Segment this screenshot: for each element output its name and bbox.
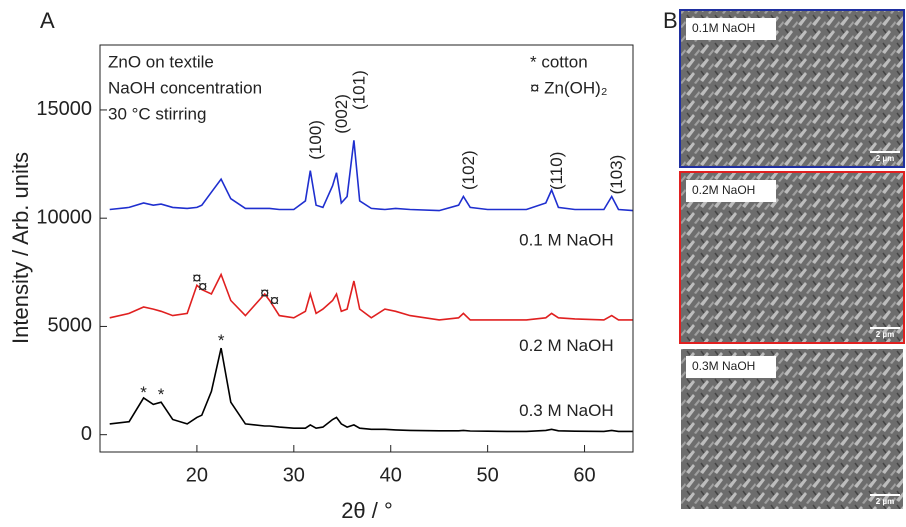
y-tick-label: 0 [81, 423, 92, 445]
scale-label: 2 µm [876, 154, 894, 163]
plot: 0 5000 10000 15000 20 30 40 50 60 0.1 M NaOH 0.2 M… [36, 44, 634, 486]
note: ZnO on textile [108, 52, 214, 71]
label-box [686, 180, 776, 202]
annotation: (103) [607, 155, 626, 195]
series-label: 0.3 M NaOH [519, 401, 613, 420]
series-label: 0.1 M NaOH [519, 230, 613, 249]
scale-label: 2 µm [876, 330, 894, 339]
annotation: * [140, 383, 147, 402]
scale-bar [870, 494, 900, 496]
panel-label: B [663, 8, 678, 33]
legend-note: ¤ Zn(OH)₂ [530, 78, 607, 97]
x-tick-label: 50 [477, 464, 499, 486]
y-tick-label: 10000 [36, 206, 92, 228]
legend-note: * cotton [530, 52, 588, 71]
y-tick-label: 15000 [36, 98, 92, 120]
annotation: (101) [349, 70, 368, 110]
note: NaOH concentration [108, 78, 262, 97]
label-box [686, 18, 776, 40]
y-axis-label: Intensity / Arb. units [8, 152, 33, 344]
series-line [109, 272, 633, 321]
x-tick-label: 20 [186, 464, 208, 486]
sem-label: 0.2M NaOH [692, 183, 755, 197]
annotation: ¤ [192, 268, 201, 287]
series-line [109, 140, 634, 212]
panel-label: A [40, 8, 55, 33]
annotation: ¤ [260, 283, 269, 302]
label-box [686, 356, 776, 378]
series-line [109, 347, 633, 433]
sem-label: 0.3M NaOH [692, 359, 755, 373]
scale-label: 2 µm [876, 497, 894, 506]
scale-bar [870, 327, 900, 329]
annotation: (100) [306, 120, 325, 160]
annotation: (102) [459, 150, 478, 190]
series-label: 0.2 M NaOH [519, 336, 613, 355]
annotation: (110) [547, 152, 566, 190]
x-tick-label: 60 [573, 464, 595, 486]
annotation: * [218, 331, 225, 350]
y-tick-label: 5000 [48, 315, 93, 337]
annotation: ¤ [270, 291, 279, 310]
annotation: (002) [332, 94, 351, 134]
plot-frame [99, 44, 634, 453]
x-tick-label: 40 [380, 464, 402, 486]
x-tick-label: 30 [283, 464, 305, 486]
scale-bar [870, 151, 900, 153]
note: 30 °C stirring [108, 104, 206, 123]
sem-label: 0.1M NaOH [692, 21, 755, 35]
annotation: ¤ [198, 277, 207, 296]
x-axis-label: 2θ / ° [341, 498, 393, 523]
annotation: * [158, 385, 165, 404]
sem-panels: 0.1M NaOH 2 µm 0.2M NaOH 2 µm 0.3M NaOH 2 µm [679, 9, 905, 511]
